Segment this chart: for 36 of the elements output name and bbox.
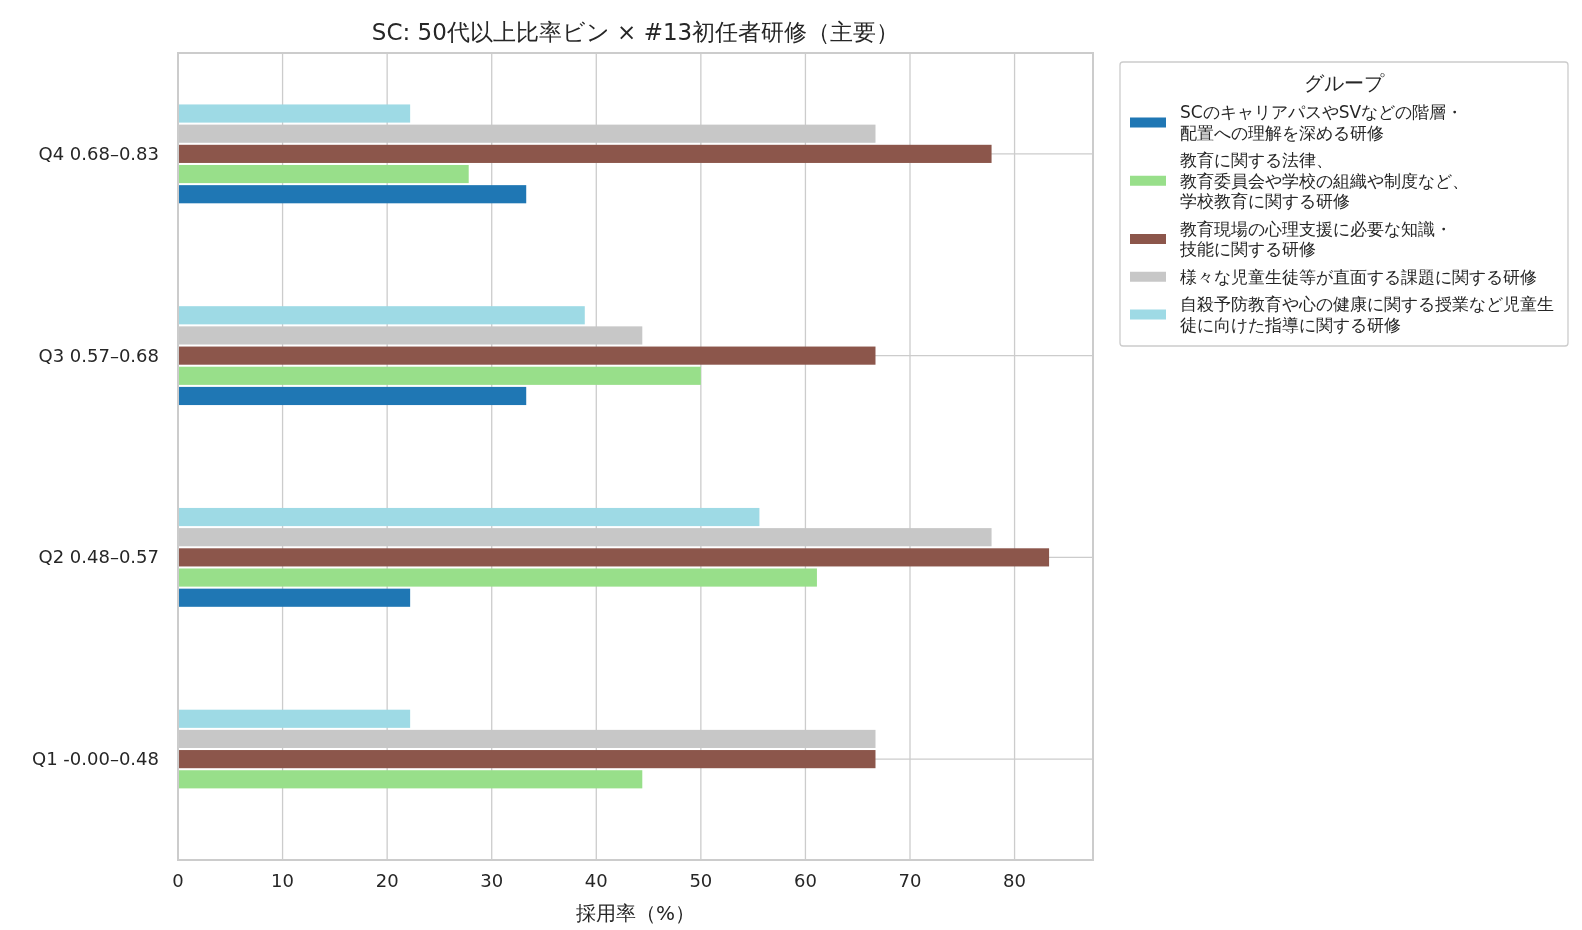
- legend-label: 教育に関する法律、教育委員会や学校の組織や制度など、学校教育に関する研修: [1180, 150, 1469, 211]
- bar: [178, 306, 585, 325]
- bar: [178, 709, 411, 728]
- y-tick-label: Q3 0.57–0.68: [38, 344, 159, 366]
- x-tick-label: 30: [480, 870, 504, 891]
- legend-label: 自殺予防教育や心の健康に関する授業など児童生徒に向けた指導に関する研修: [1180, 294, 1554, 335]
- x-tick-label: 40: [584, 870, 608, 891]
- bar: [178, 164, 469, 184]
- bar: [178, 568, 817, 587]
- x-tick-label: 70: [898, 870, 922, 891]
- bar: [178, 386, 527, 406]
- y-tick-label: Q1 -0.00–0.48: [32, 748, 159, 770]
- y-tick-label: Q4 0.68–0.83: [38, 142, 159, 164]
- x-tick-label: 0: [172, 870, 184, 891]
- bar: [178, 366, 701, 385]
- x-tick-label: 10: [271, 870, 295, 891]
- x-axis-title: 採用率（%）: [575, 901, 696, 925]
- bar: [178, 185, 527, 204]
- bar: [178, 346, 876, 365]
- x-tick-label: 80: [1003, 870, 1027, 891]
- x-tick-label: 60: [793, 870, 817, 891]
- bar: [178, 770, 643, 789]
- legend-label: 様々な児童生徒等が直面する課題に関する研修: [1180, 266, 1537, 287]
- bar: [178, 104, 411, 123]
- bar: [178, 588, 411, 607]
- x-tick-label: 20: [375, 870, 399, 891]
- legend-label: SCのキャリアパスやSVなどの階層・配置への理解を深める研修: [1180, 102, 1464, 143]
- bar: [178, 548, 1050, 567]
- bar: [178, 507, 760, 527]
- x-tick-label: 50: [689, 870, 713, 891]
- bar: [178, 750, 876, 769]
- legend-title: グループ: [1304, 71, 1385, 95]
- chart-title: SC: 50代以上比率ビン × #13初任者研修（主要）: [371, 19, 900, 45]
- bar: [178, 144, 992, 163]
- y-tick-label: Q2 0.48–0.57: [38, 546, 159, 568]
- legend-label: 教育現場の心理支援に必要な知識・技能に関する研修: [1179, 218, 1452, 259]
